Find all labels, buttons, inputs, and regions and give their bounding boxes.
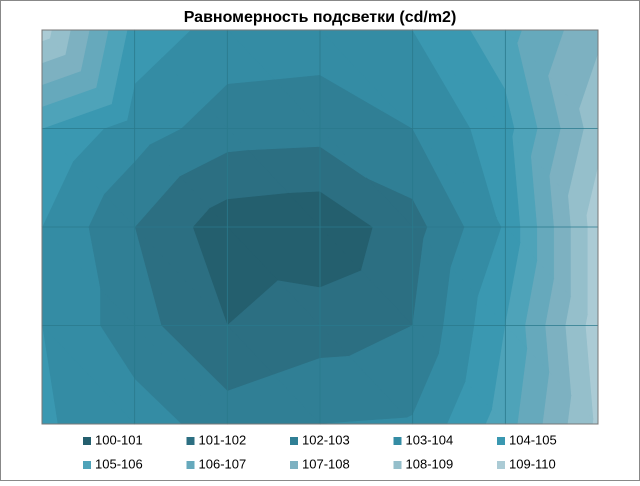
plot-area [41, 28, 599, 425]
legend-swatch [497, 461, 505, 469]
legend: 100-101 101-102 102-103 103-104 104-105 105-1… [83, 432, 557, 471]
legend-swatch [186, 461, 195, 469]
legend-swatch [83, 437, 91, 445]
legend-label: 102-103 [302, 432, 350, 447]
plot-border [41, 29, 599, 425]
legend-label: 109-110 [509, 456, 556, 471]
legend-swatch [290, 461, 298, 469]
legend-label: 106-107 [199, 456, 247, 471]
legend-label: 107-108 [302, 456, 350, 471]
legend-label: 108-109 [406, 456, 454, 471]
legend-label: 103-104 [406, 432, 454, 447]
legend-label: 100-101 [95, 432, 143, 447]
legend-swatch [290, 437, 298, 445]
legend-swatch [393, 461, 402, 469]
legend-label: 104-105 [509, 432, 557, 447]
legend-swatch [497, 437, 505, 445]
chart-title: Равномерность подсветки (cd/m2) [184, 9, 457, 26]
legend-label: 101-102 [199, 432, 247, 447]
contour-band [587, 226, 599, 327]
legend-swatch [83, 461, 91, 469]
legend-swatch [393, 437, 402, 445]
legend-swatch [186, 437, 195, 445]
legend-label: 105-106 [95, 456, 143, 471]
